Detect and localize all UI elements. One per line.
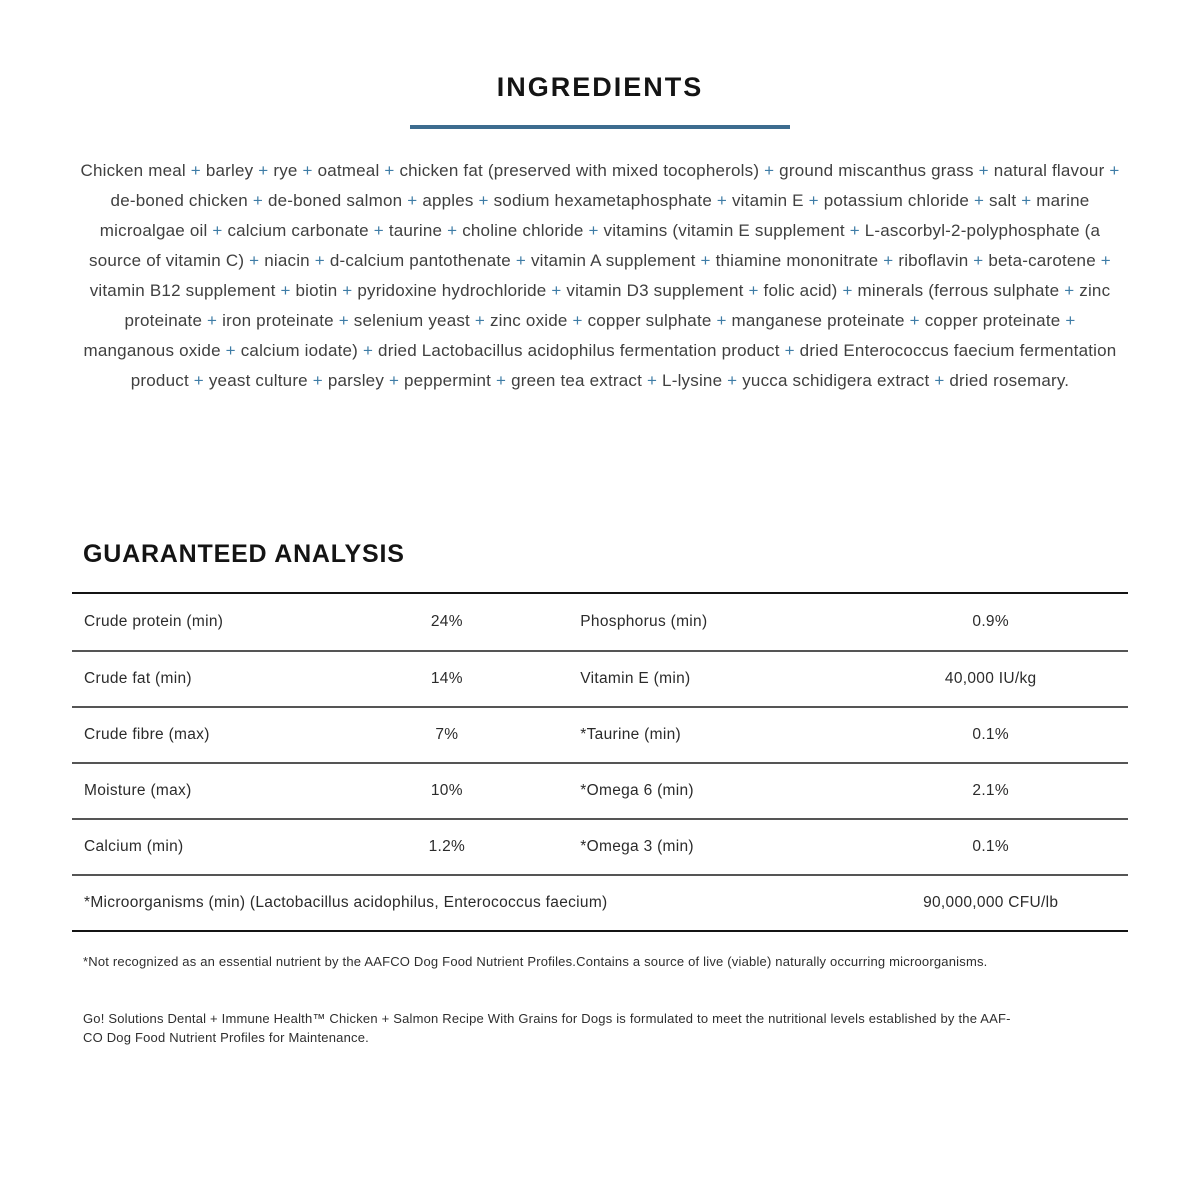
plus-separator: + <box>764 161 775 180</box>
title-underline <box>410 125 790 129</box>
nutrient-label: *Microorganisms (min) (Lactobacillus aci… <box>84 894 608 911</box>
plus-separator: + <box>551 281 562 300</box>
table-row: Crude fat (min) 14% Vitamin E (min) 40,0… <box>72 650 1128 706</box>
plus-separator: + <box>225 341 236 360</box>
product-nutrition-panel: INGREDIENTS Chicken meal + barley + rye … <box>0 0 1200 1047</box>
nutrient-value: 0.9% <box>972 613 1009 630</box>
formulation-note-line2: CO Dog Food Nutrient Profiles for Mainte… <box>83 1030 369 1045</box>
nutrient-value: 0.1% <box>972 726 1009 743</box>
plus-separator: + <box>190 161 201 180</box>
ingredients-text: Chicken meal + barley + rye + oatmeal + … <box>80 161 1120 390</box>
nutrient-value: 40,000 IU/kg <box>944 670 1037 687</box>
plus-separator: + <box>748 281 759 300</box>
plus-separator: + <box>1109 161 1120 180</box>
plus-separator: + <box>338 311 349 330</box>
plus-separator: + <box>1065 311 1076 330</box>
plus-separator: + <box>784 341 795 360</box>
plus-separator: + <box>515 251 527 270</box>
nutrient-label: *Omega 6 (min) <box>580 782 694 799</box>
table-row: Moisture (max) 10% *Omega 6 (min) 2.1% <box>72 762 1128 818</box>
nutrient-value: 7% <box>435 726 459 743</box>
plus-separator: + <box>1021 191 1032 210</box>
plus-separator: + <box>973 251 984 270</box>
ingredients-section: INGREDIENTS Chicken meal + barley + rye … <box>0 0 1200 396</box>
footnote-aafco: *Not recognized as an essential nutrient… <box>83 954 988 969</box>
plus-separator: + <box>646 371 658 390</box>
plus-separator: + <box>716 311 727 330</box>
guaranteed-analysis-title: GUARANTEED ANALYSIS <box>83 540 405 568</box>
plus-separator: + <box>249 251 260 270</box>
nutrient-label: Calcium (min) <box>84 838 184 855</box>
plus-separator: + <box>474 311 486 330</box>
nutrient-label: Crude fat (min) <box>84 670 192 687</box>
plus-separator: + <box>193 371 204 390</box>
nutrient-value: 90,000,000 CFU/lb <box>923 894 1059 911</box>
nutrient-label: Vitamin E (min) <box>580 670 691 687</box>
guaranteed-analysis-table: Crude protein (min) 24% Phosphorus (min)… <box>72 592 1128 932</box>
ingredients-title: INGREDIENTS <box>496 72 704 102</box>
plus-separator: + <box>280 281 291 300</box>
nutrient-value: 24% <box>430 613 463 630</box>
plus-separator: + <box>883 251 894 270</box>
nutrient-value: 0.1% <box>972 838 1009 855</box>
plus-separator: + <box>1064 281 1075 300</box>
plus-separator: + <box>808 191 819 210</box>
plus-separator: + <box>384 161 395 180</box>
nutrient-value: 10% <box>430 782 463 799</box>
nutrient-label: Moisture (max) <box>84 782 192 799</box>
plus-separator: + <box>727 371 738 390</box>
nutrient-label: Crude fibre (max) <box>84 726 210 743</box>
plus-separator: + <box>407 191 418 210</box>
plus-separator: + <box>849 221 860 240</box>
plus-separator: + <box>252 191 264 210</box>
nutrient-label: Crude protein (min) <box>84 613 224 630</box>
table-row-microorganisms: *Microorganisms (min) (Lactobacillus aci… <box>72 874 1128 930</box>
plus-separator: + <box>302 161 313 180</box>
plus-separator: + <box>973 191 985 210</box>
plus-separator: + <box>478 191 489 210</box>
plus-separator: + <box>388 371 400 390</box>
plus-separator: + <box>258 161 269 180</box>
table-row: Crude fibre (max) 7% *Taurine (min) 0.1% <box>72 706 1128 762</box>
plus-separator: + <box>572 311 583 330</box>
table-row: Calcium (min) 1.2% *Omega 3 (min) 0.1% <box>72 818 1128 874</box>
plus-separator: + <box>842 281 853 300</box>
plus-separator: + <box>716 191 728 210</box>
table-row: Crude protein (min) 24% Phosphorus (min)… <box>72 594 1128 650</box>
plus-separator: + <box>447 221 458 240</box>
nutrient-label: *Omega 3 (min) <box>580 838 694 855</box>
plus-separator: + <box>909 311 920 330</box>
nutrient-value: 2.1% <box>972 782 1009 799</box>
plus-separator: + <box>212 221 223 240</box>
plus-separator: + <box>207 311 218 330</box>
plus-separator: + <box>588 221 599 240</box>
plus-separator: + <box>314 251 325 270</box>
plus-separator: + <box>362 341 374 360</box>
plus-separator: + <box>978 161 989 180</box>
plus-separator: + <box>1100 251 1111 270</box>
plus-separator: + <box>312 371 323 390</box>
plus-separator: + <box>934 371 945 390</box>
plus-separator: + <box>496 371 507 390</box>
nutrient-value: 1.2% <box>428 838 466 855</box>
plus-separator: + <box>373 221 384 240</box>
formulation-note: Go! Solutions Dental + Immune Health™ Ch… <box>83 1009 1128 1047</box>
plus-separator: + <box>342 281 353 300</box>
nutrient-value: 14% <box>430 670 463 687</box>
plus-separator: + <box>700 251 711 270</box>
nutrient-label: *Taurine (min) <box>580 726 681 743</box>
guaranteed-analysis-section: GUARANTEED ANALYSIS Crude protein (min) … <box>0 540 1200 1047</box>
formulation-note-line1: Go! Solutions Dental + Immune Health™ Ch… <box>83 1011 1011 1026</box>
nutrient-label: Phosphorus (min) <box>580 613 708 630</box>
